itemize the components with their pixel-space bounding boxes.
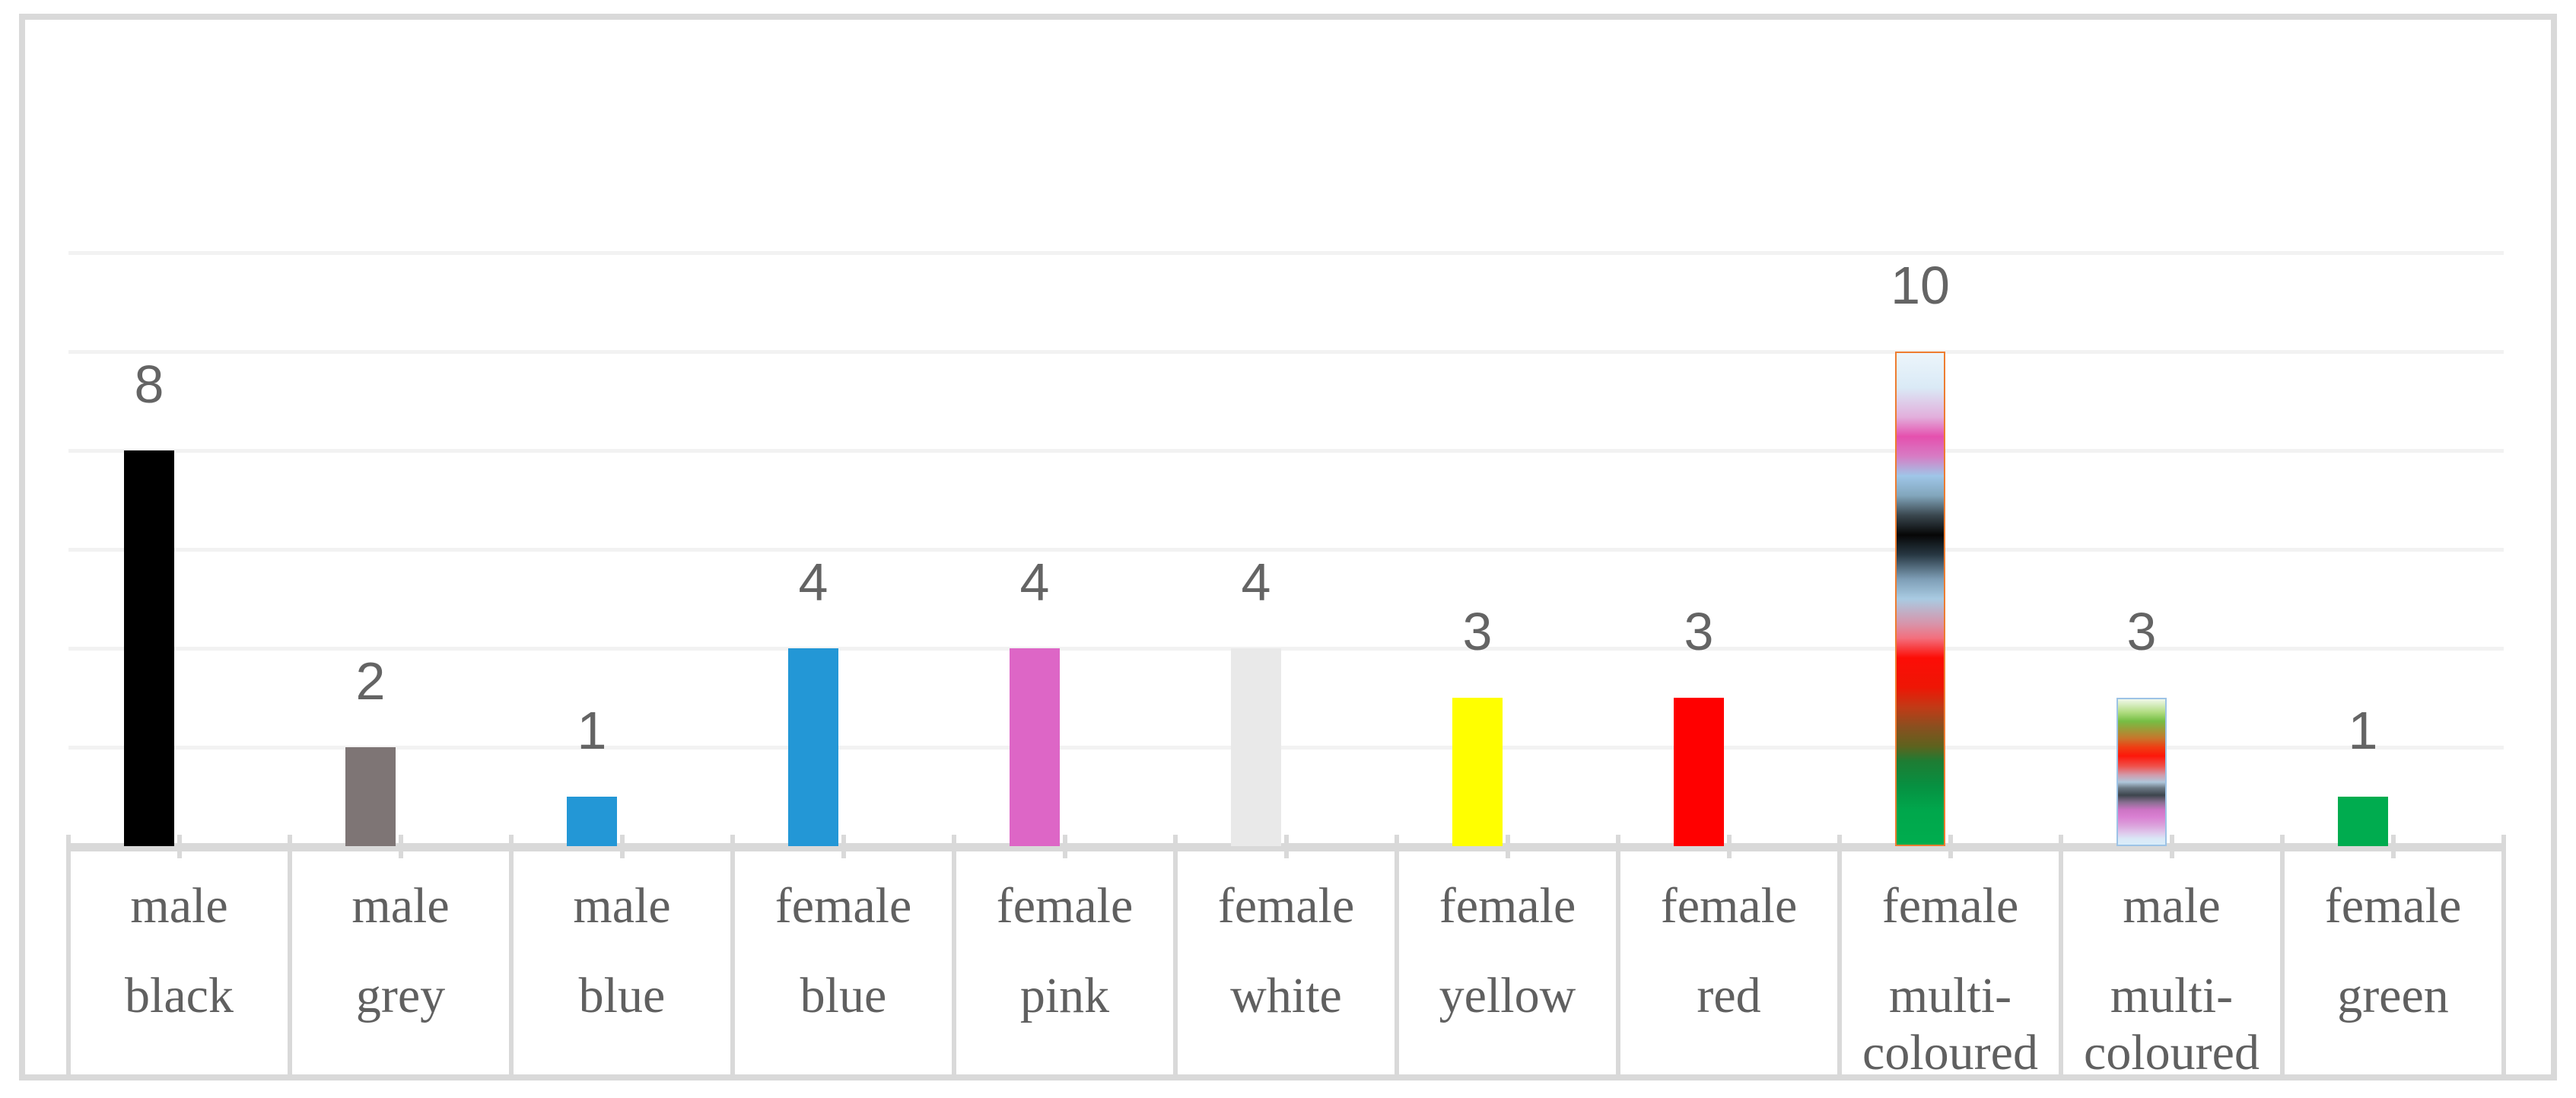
figure-border-top <box>19 14 2557 20</box>
category-separator <box>1616 835 1620 1077</box>
category-label-line: female <box>1217 878 1355 934</box>
category-separator <box>509 835 514 1077</box>
category-label-line: green <box>2337 968 2449 1023</box>
value-label: 8 <box>134 355 164 414</box>
gridline-y4 <box>68 647 2504 651</box>
category-label-line: female <box>2324 878 2462 934</box>
bar-female-white <box>1231 648 1281 846</box>
axis-tick <box>841 835 846 858</box>
bar-female-yellow <box>1452 698 1503 846</box>
category-label-line: pink <box>1019 968 1110 1023</box>
category-separator <box>1837 835 1842 1077</box>
figure-border-right <box>2551 14 2557 1080</box>
value-label: 2 <box>355 651 386 711</box>
gridline-y6 <box>68 548 2504 552</box>
category-label-line: grey <box>355 968 446 1023</box>
category-label-line: red <box>1697 968 1761 1023</box>
bar-female-multi-coloured <box>1895 352 1945 846</box>
category-label-line: female <box>1439 878 1576 934</box>
category-label-line: female <box>774 878 912 934</box>
bar-female-red <box>1674 698 1724 846</box>
axis-tick <box>1283 835 1289 858</box>
value-label: 3 <box>2126 602 2157 661</box>
category-separator <box>952 835 956 1077</box>
category-label-line: male <box>573 878 671 934</box>
category-separator <box>730 835 735 1077</box>
value-label: 1 <box>2348 701 2378 760</box>
axis-tick <box>619 835 625 858</box>
value-label: 3 <box>1462 602 1493 661</box>
gridline-y8 <box>68 449 2504 453</box>
value-label: 4 <box>1241 552 1271 612</box>
category-label-line: female <box>996 878 1134 934</box>
axis-tick <box>2169 835 2174 858</box>
category-label-line: white <box>1230 968 1342 1023</box>
bar-female-green <box>2338 797 2388 846</box>
axis-tick <box>2390 835 2396 858</box>
figure-border-bottom <box>19 1074 2557 1080</box>
bar-female-blue <box>788 648 838 846</box>
axis-tick <box>1505 835 1510 858</box>
category-label-line: blue <box>800 968 887 1023</box>
axis-tick <box>1726 835 1732 858</box>
bar-male-black <box>124 450 174 846</box>
category-label-line: coloured <box>2084 1025 2260 1080</box>
value-label: 4 <box>798 552 828 612</box>
axis-tick <box>398 835 403 858</box>
bar-male-grey <box>345 747 396 846</box>
category-separator <box>1395 835 1399 1077</box>
category-label-line: male <box>2123 878 2221 934</box>
category-label-line: multi- <box>1888 968 2012 1023</box>
value-label: 3 <box>1684 602 1714 661</box>
category-label-line: blue <box>578 968 666 1023</box>
category-label-line: female <box>1660 878 1798 934</box>
category-label-line: female <box>1881 878 2019 934</box>
value-label: 10 <box>1891 256 1950 315</box>
axis-tick <box>1948 835 1953 858</box>
category-label-line: multi- <box>2110 968 2234 1023</box>
category-separator <box>66 835 71 1077</box>
category-separator <box>1173 835 1178 1077</box>
category-separator <box>288 835 292 1077</box>
bar-male-blue <box>567 797 617 846</box>
category-label-line: male <box>130 878 228 934</box>
bar-female-pink <box>1010 648 1060 846</box>
category-label-line: male <box>351 878 450 934</box>
category-separator <box>2501 835 2506 1077</box>
gridline-y2 <box>68 746 2504 750</box>
category-label-line: black <box>125 968 234 1023</box>
axis-tick <box>1062 835 1067 858</box>
axis-tick <box>177 835 182 858</box>
category-separator <box>2280 835 2285 1077</box>
bar-male-multi-coloured <box>2116 698 2167 846</box>
value-label: 1 <box>577 701 607 760</box>
gridline-y10 <box>68 350 2504 354</box>
value-label: 4 <box>1019 552 1050 612</box>
figure-border-left <box>19 14 25 1080</box>
category-label-line: yellow <box>1439 968 1576 1023</box>
category-separator <box>2059 835 2063 1077</box>
category-label-line: coloured <box>1862 1025 2038 1080</box>
gridline-y12 <box>68 251 2504 255</box>
